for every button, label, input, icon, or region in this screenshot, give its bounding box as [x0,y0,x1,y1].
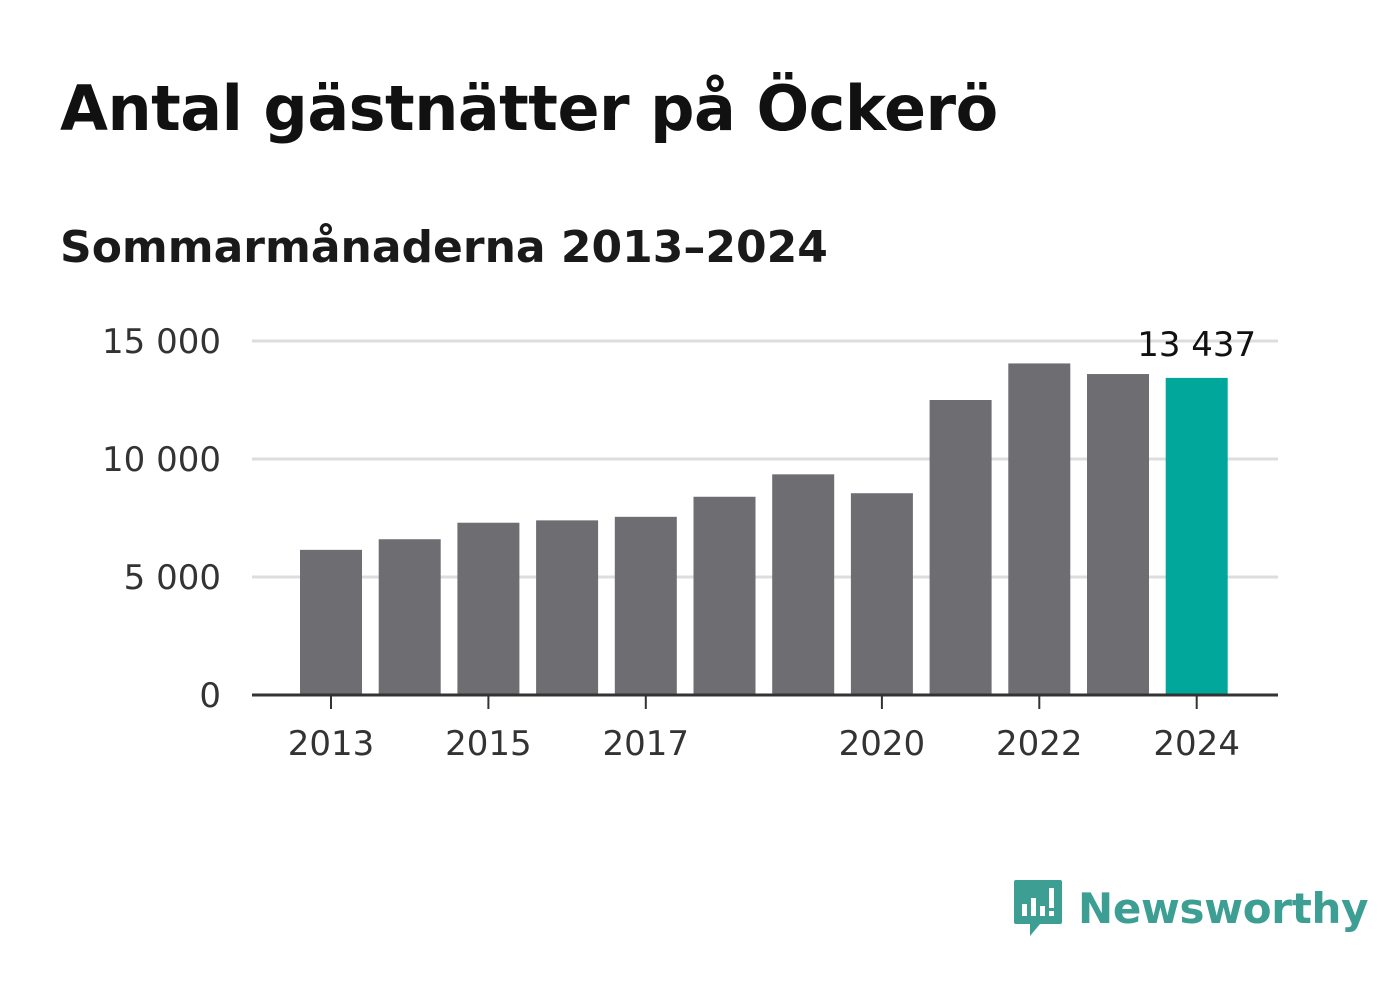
bar-2016 [536,520,599,695]
chart-subtitle: Sommarmånaderna 2013–2024 [60,222,828,273]
x-tick-label: 2022 [996,724,1083,764]
bar-2022 [1008,363,1071,695]
chart-title: Antal gästnätter på Öckerö [60,72,998,145]
bar-2021 [929,400,992,695]
bar-2013 [300,549,362,695]
y-tick-label: 0 [199,676,221,716]
newsworthy-logo-icon [1014,880,1062,936]
x-tick-label: 2013 [288,724,375,764]
highlight-value-label: 13 437 [1137,325,1256,365]
newsworthy-logo: Newsworthy [1012,878,1368,938]
bar-2018 [693,496,756,695]
y-tick-label: 15 000 [102,322,221,362]
x-tick-label: 2017 [603,724,690,764]
bar-2019 [772,474,835,695]
newsworthy-logo-text: Newsworthy [1078,883,1369,933]
bar-2017 [614,516,677,695]
x-tick-label: 2015 [445,724,532,764]
x-tick-label: 2020 [839,724,926,764]
bar-2020 [850,493,913,695]
bar-2014 [378,539,441,695]
bar-2024 [1165,377,1228,695]
y-tick-label: 5 000 [124,558,221,598]
bar-2023 [1087,374,1149,695]
y-tick-label: 10 000 [102,440,221,480]
x-tick-label: 2024 [1153,724,1240,764]
bar-2015 [457,522,520,695]
